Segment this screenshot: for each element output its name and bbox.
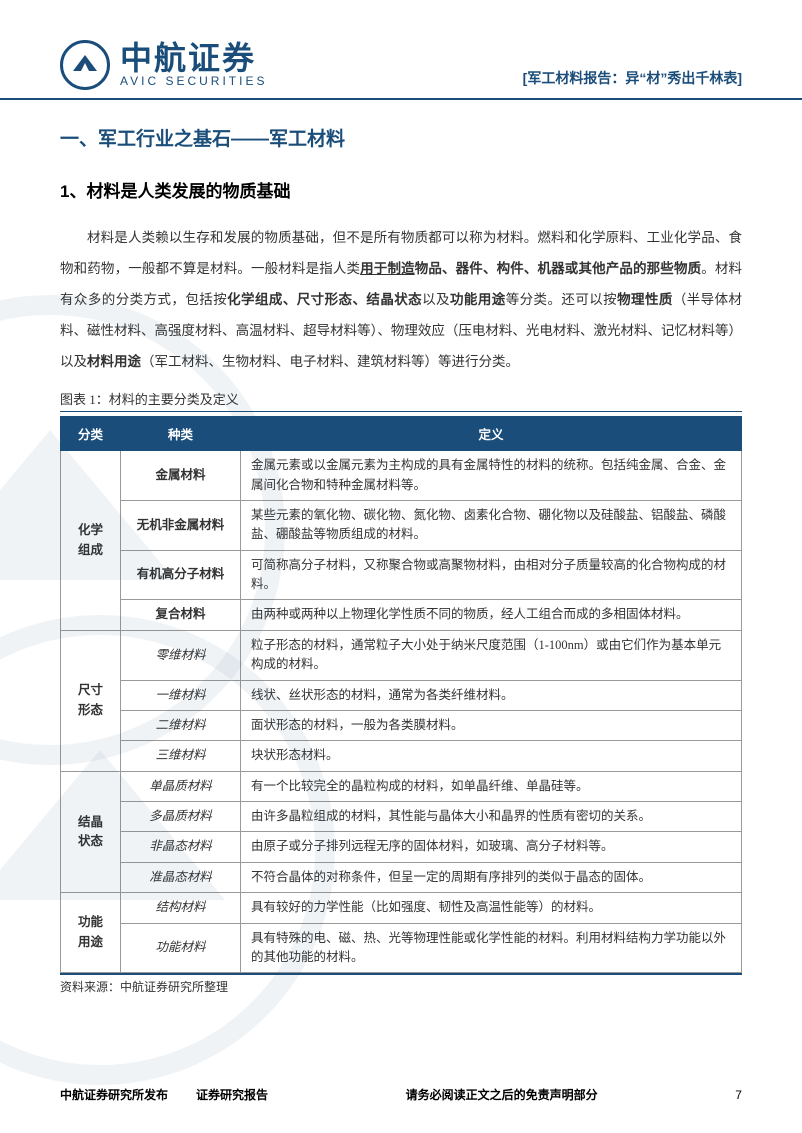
definition-cell: 由原子或分子排列远程无序的固体材料，如玻璃、高分子材料等。 — [241, 832, 742, 862]
table-row: 尺寸形态零维材料粒子形态的材料，通常粒子大小处于纳米尺度范围（1-100nm）或… — [61, 630, 742, 680]
table-row: 一维材料线状、丝状形态的材料，通常为各类纤维材料。 — [61, 680, 742, 710]
definition-cell: 由许多晶粒组成的材料，其性能与晶体大小和晶界的性质有密切的关系。 — [241, 802, 742, 832]
type-cell: 有机高分子材料 — [121, 550, 241, 600]
section-heading-2: 1、材料是人类发展的物质基础 — [60, 177, 742, 202]
footer-left: 中航证券研究所发布 证券研究报告 — [60, 1086, 268, 1103]
footer-disclaimer: 请务必阅读正文之后的免责声明部分 — [406, 1086, 598, 1103]
type-cell: 二维材料 — [121, 710, 241, 740]
type-cell: 复合材料 — [121, 600, 241, 630]
logo-text: 中航证券 AVIC SECURITIES — [120, 42, 267, 88]
col-header-category: 分类 — [61, 417, 121, 451]
definition-cell: 不符合晶体的对称条件，但呈一定的周期有序排列的类似于晶态的固体。 — [241, 862, 742, 892]
logo-en: AVIC SECURITIES — [120, 74, 267, 88]
type-cell: 零维材料 — [121, 630, 241, 680]
definition-cell: 粒子形态的材料，通常粒子大小处于纳米尺度范围（1-100nm）或由它们作为基本单… — [241, 630, 742, 680]
table-row: 无机非金属材料某些元素的氧化物、碳化物、氮化物、卤素化合物、硼化物以及硅酸盐、铝… — [61, 500, 742, 550]
definition-cell: 由两种或两种以上物理化学性质不同的物质，经人工组合而成的多相固体材料。 — [241, 600, 742, 630]
table-row: 有机高分子材料可简称高分子材料，又称聚合物或高聚物材料，由相对分子质量较高的化合… — [61, 550, 742, 600]
type-cell: 非晶态材料 — [121, 832, 241, 862]
category-cell: 尺寸形态 — [61, 630, 121, 771]
logo-cn: 中航证券 — [120, 42, 267, 74]
table-wrap: 分类 种类 定义 化学组成金属材料金属元素或以金属元素为主构成的具有金属特性的材… — [60, 416, 742, 975]
definition-cell: 具有较好的力学性能（比如强度、韧性及高温性能等）的材料。 — [241, 893, 742, 923]
definition-cell: 线状、丝状形态的材料，通常为各类纤维材料。 — [241, 680, 742, 710]
main-content: 一、军工行业之基石——军工材料 1、材料是人类发展的物质基础 材料是人类赖以生存… — [0, 100, 802, 995]
type-cell: 结构材料 — [121, 893, 241, 923]
page-footer: 中航证券研究所发布 证券研究报告 请务必阅读正文之后的免责声明部分 7 — [60, 1086, 742, 1103]
table-row: 功能材料具有特殊的电、磁、热、光等物理性能或化学性能的材料。利用材料结构力学功能… — [61, 923, 742, 973]
section-heading-1: 一、军工行业之基石——军工材料 — [60, 124, 742, 151]
type-cell: 准晶态材料 — [121, 862, 241, 892]
col-header-definition: 定义 — [241, 417, 742, 451]
type-cell: 多晶质材料 — [121, 802, 241, 832]
table-row: 非晶态材料由原子或分子排列远程无序的固体材料，如玻璃、高分子材料等。 — [61, 832, 742, 862]
footer-publisher: 中航证券研究所发布 — [60, 1086, 168, 1103]
table-body: 化学组成金属材料金属元素或以金属元素为主构成的具有金属特性的材料的统称。包括纯金… — [61, 451, 742, 973]
table-row: 功能用途结构材料具有较好的力学性能（比如强度、韧性及高温性能等）的材料。 — [61, 893, 742, 923]
definition-cell: 某些元素的氧化物、碳化物、氮化物、卤素化合物、硼化物以及硅酸盐、铝酸盐、磷酸盐、… — [241, 500, 742, 550]
table-row: 多晶质材料由许多晶粒组成的材料，其性能与晶体大小和晶界的性质有密切的关系。 — [61, 802, 742, 832]
category-cell: 化学组成 — [61, 451, 121, 631]
table-header-row: 分类 种类 定义 — [61, 417, 742, 451]
definition-cell: 具有特殊的电、磁、热、光等物理性能或化学性能的材料。利用材料结构力学功能以外的其… — [241, 923, 742, 973]
classification-table: 分类 种类 定义 化学组成金属材料金属元素或以金属元素为主构成的具有金属特性的材… — [60, 416, 742, 973]
table-row: 二维材料面状形态的材料，一般为各类膜材料。 — [61, 710, 742, 740]
table-caption: 图表 1：材料的主要分类及定义 — [60, 389, 742, 412]
table-row: 结晶状态单晶质材料有一个比较完全的晶粒构成的材料，如单晶纤维、单晶硅等。 — [61, 771, 742, 801]
definition-cell: 可简称高分子材料，又称聚合物或高聚物材料，由相对分子质量较高的化合物构成的材料。 — [241, 550, 742, 600]
category-cell: 功能用途 — [61, 893, 121, 973]
definition-cell: 面状形态的材料，一般为各类膜材料。 — [241, 710, 742, 740]
page-number: 7 — [735, 1088, 742, 1102]
avic-logo-icon — [60, 40, 110, 90]
type-cell: 单晶质材料 — [121, 771, 241, 801]
category-cell: 结晶状态 — [61, 771, 121, 893]
definition-cell: 金属元素或以金属元素为主构成的具有金属特性的材料的统称。包括纯金属、合金、金属间… — [241, 451, 742, 501]
table-row: 三维材料块状形态材料。 — [61, 741, 742, 771]
table-row: 准晶态材料不符合晶体的对称条件，但呈一定的周期有序排列的类似于晶态的固体。 — [61, 862, 742, 892]
type-cell: 一维材料 — [121, 680, 241, 710]
body-paragraph: 材料是人类赖以生存和发展的物质基础，但不是所有物质都可以称为材料。燃料和化学原料… — [60, 222, 742, 377]
logo-block: 中航证券 AVIC SECURITIES — [60, 40, 267, 90]
definition-cell: 有一个比较完全的晶粒构成的材料，如单晶纤维、单晶硅等。 — [241, 771, 742, 801]
type-cell: 金属材料 — [121, 451, 241, 501]
col-header-type: 种类 — [121, 417, 241, 451]
table-source: 资料来源：中航证券研究所整理 — [60, 978, 742, 995]
page-header: 中航证券 AVIC SECURITIES [军工材料报告：异“材”秀出千林表] — [0, 0, 802, 100]
table-row: 化学组成金属材料金属元素或以金属元素为主构成的具有金属特性的材料的统称。包括纯金… — [61, 451, 742, 501]
footer-doc-type: 证券研究报告 — [196, 1086, 268, 1103]
type-cell: 三维材料 — [121, 741, 241, 771]
doc-tag: [军工材料报告：异“材”秀出千林表] — [523, 68, 742, 88]
type-cell: 功能材料 — [121, 923, 241, 973]
table-row: 复合材料由两种或两种以上物理化学性质不同的物质，经人工组合而成的多相固体材料。 — [61, 600, 742, 630]
type-cell: 无机非金属材料 — [121, 500, 241, 550]
definition-cell: 块状形态材料。 — [241, 741, 742, 771]
